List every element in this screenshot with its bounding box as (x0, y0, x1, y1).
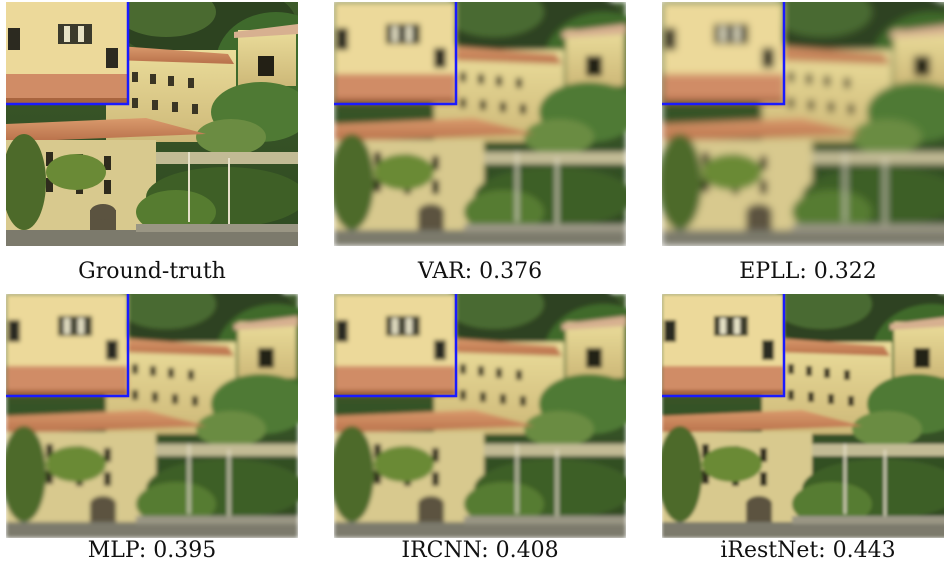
caption-irestnet: iRestNet: 0.443 (720, 538, 896, 563)
inset-border (662, 2, 786, 106)
caption-epll: EPLL: 0.322 (739, 259, 877, 284)
image-irestnet (662, 294, 944, 538)
panel-ircnn (334, 294, 626, 538)
image-mlp (6, 294, 298, 538)
panel-ground-truth (6, 2, 298, 246)
image-var (334, 2, 626, 246)
image-ircnn (334, 294, 626, 538)
image-epll (662, 2, 944, 246)
inset-border (6, 294, 130, 398)
inset-border (334, 2, 458, 106)
panel-mlp (6, 294, 298, 538)
caption-var: VAR: 0.376 (417, 259, 543, 284)
inset-border (334, 294, 458, 398)
panel-var (334, 2, 626, 246)
panel-irestnet (662, 294, 944, 538)
caption-ircnn: IRCNN: 0.408 (401, 538, 559, 563)
inset-border (6, 2, 130, 106)
caption-mlp: MLP: 0.395 (87, 538, 217, 563)
image-ground-truth (6, 2, 298, 246)
inset-border (662, 294, 786, 398)
panel-epll (662, 2, 944, 246)
caption-ground-truth: Ground-truth (78, 259, 226, 284)
